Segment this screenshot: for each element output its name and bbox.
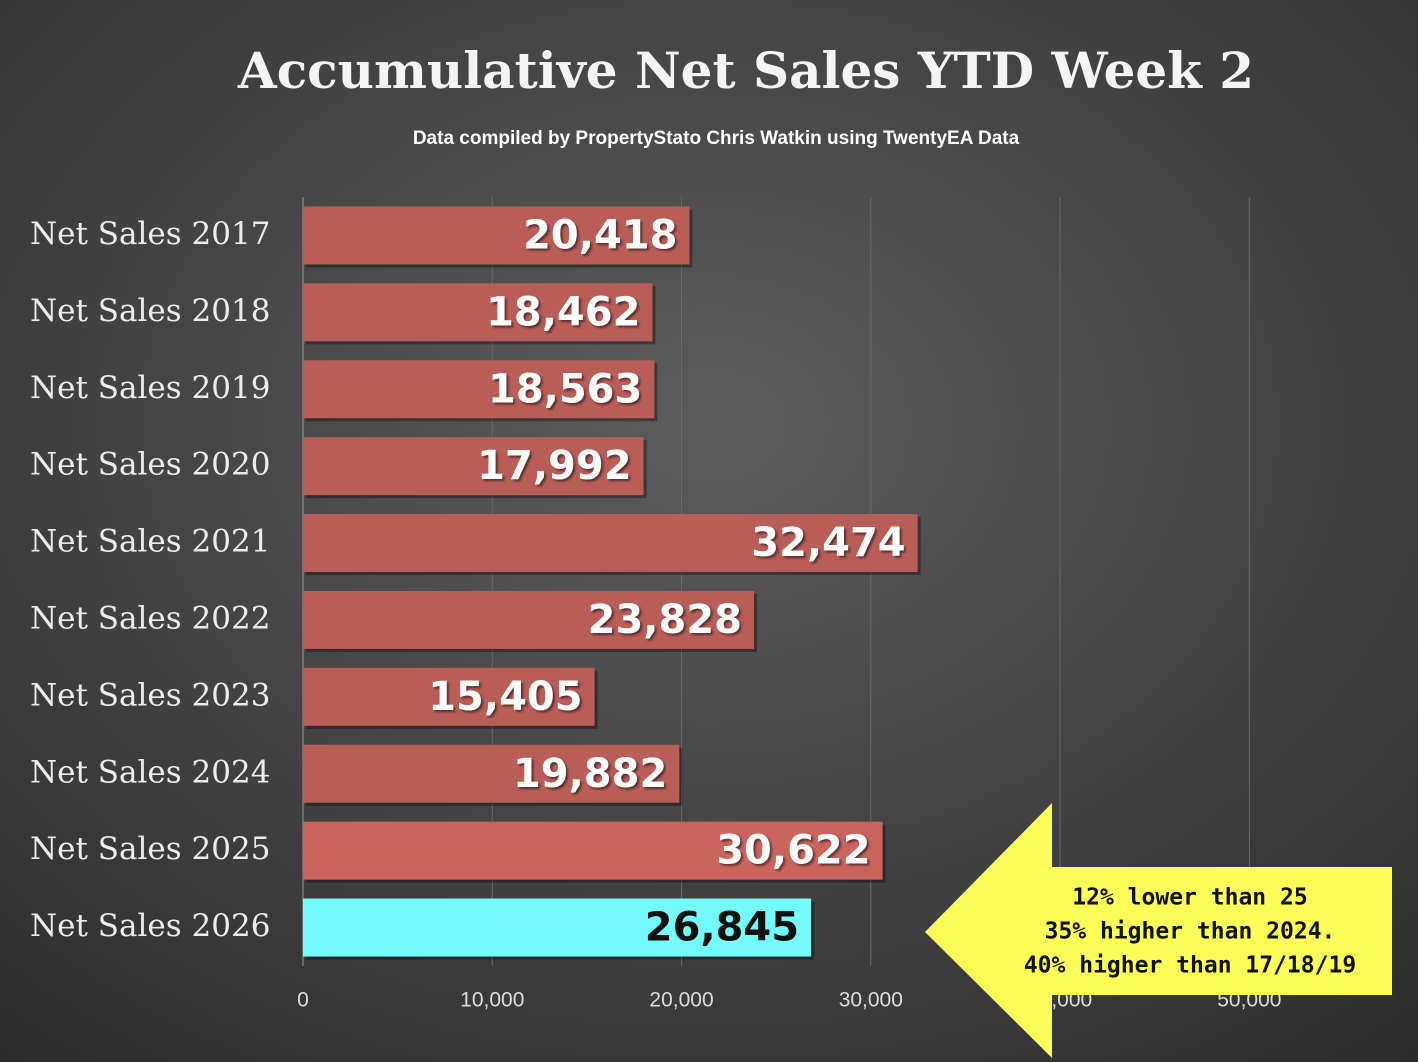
data-label: 19,882 [513, 751, 667, 797]
annotation-text: 40% higher than 17/18/19 [1024, 953, 1356, 979]
y-tick-label: Net Sales 2024 [30, 754, 270, 790]
y-tick-label: Net Sales 2025 [30, 831, 270, 867]
bar [303, 514, 918, 573]
data-label: 20,418 [523, 212, 677, 258]
data-label: 17,992 [477, 443, 631, 489]
x-tick-label: 20,000 [649, 989, 713, 1012]
data-label: 23,828 [588, 597, 742, 643]
data-label: 32,474 [751, 520, 905, 566]
x-tick-label: 0 [297, 989, 309, 1012]
y-tick-label: Net Sales 2022 [30, 600, 270, 636]
y-tick-label: Net Sales 2018 [30, 293, 270, 329]
bar [303, 360, 655, 419]
x-tick-label: 30,000 [839, 989, 903, 1012]
chart-subtitle: Data compiled by PropertyStato Chris Wat… [413, 128, 1020, 149]
annotation-text: 12% lower than 25 [1072, 885, 1307, 911]
y-tick-label: Net Sales 2023 [30, 677, 270, 713]
data-label: 15,405 [428, 674, 582, 720]
annotation-arrow [925, 803, 1392, 1058]
data-label: 26,845 [645, 905, 799, 951]
data-label: 30,622 [716, 828, 870, 874]
y-tick-label: Net Sales 2026 [30, 908, 270, 944]
bar [303, 744, 680, 803]
y-tick-label: Net Sales 2017 [30, 216, 270, 252]
bar [303, 437, 644, 496]
bar [303, 667, 595, 726]
annotation-text: 35% higher than 2024. [1045, 919, 1336, 945]
bar [303, 898, 812, 957]
bar [303, 206, 690, 265]
y-tick-label: Net Sales 2020 [30, 447, 270, 483]
bar [303, 821, 883, 880]
data-label: 18,563 [488, 366, 642, 412]
y-tick-label: Net Sales 2021 [30, 524, 270, 560]
y-tick-label: Net Sales 2019 [30, 370, 270, 406]
bar [303, 590, 754, 649]
data-label: 18,462 [486, 289, 640, 335]
chart-title: Accumulative Net Sales YTD Week 2 [237, 41, 1254, 100]
x-tick-label: 10,000 [460, 989, 524, 1012]
bar [303, 283, 653, 342]
